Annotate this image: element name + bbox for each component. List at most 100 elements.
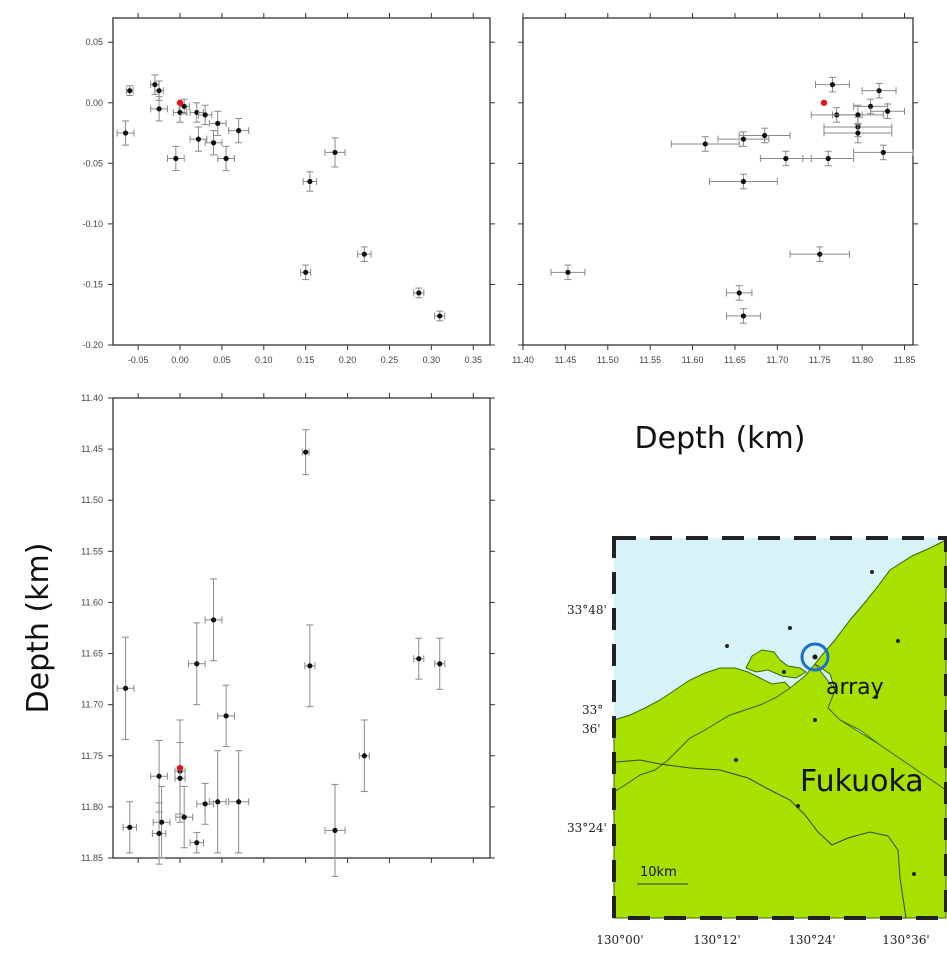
panel-top-left-point-17 bbox=[300, 264, 312, 281]
panel-top-right-x-tick-label-3: 11.55 bbox=[639, 355, 661, 365]
panel-top-left-x-tick-label-0: -0.05 bbox=[128, 355, 149, 365]
array-circle bbox=[800, 642, 830, 672]
panel-top-right-x-tick-label-4: 11.60 bbox=[682, 355, 704, 365]
panel-top-left-x-tick-label-2: 0.05 bbox=[213, 355, 231, 365]
panel-bottom-left-point-20 bbox=[189, 831, 204, 854]
map-lat-label-3: 36' bbox=[582, 722, 601, 736]
panel-bottom-left-y-tick-label-7: 11.75 bbox=[81, 751, 103, 761]
map-stations bbox=[725, 570, 916, 876]
panel-bottom-left-y-tick-label-1: 11.45 bbox=[81, 444, 103, 454]
panel-top-left-point-1 bbox=[116, 120, 135, 146]
panel-top-left-point-20 bbox=[434, 310, 446, 322]
panel-top-right-point-3 bbox=[870, 103, 906, 120]
panel-top-right-x-tick-label-5: 11.65 bbox=[724, 355, 746, 365]
map-scale-label: 10km bbox=[640, 865, 677, 880]
panel-bottom-left-point-8 bbox=[358, 719, 370, 793]
left-y-axis-title: Depth (km) bbox=[21, 543, 56, 714]
panel-bottom-left-frame bbox=[112, 397, 491, 859]
panel-top-left-x-tick-label-6: 0.25 bbox=[381, 355, 399, 365]
panel-top-right-x-tick-label-2: 11.50 bbox=[597, 355, 619, 365]
panel-top-right-point-17 bbox=[725, 285, 753, 301]
panel-bottom-left-point-11 bbox=[174, 741, 186, 815]
panel-top-right-point-16 bbox=[550, 264, 586, 281]
map-lat-label-2: 33° bbox=[582, 703, 603, 717]
panel-top-right-point-1 bbox=[861, 82, 897, 99]
panel-top-left-x-tick-label-1: 0.00 bbox=[171, 355, 189, 365]
panel-bottom-left-point-4 bbox=[413, 637, 425, 680]
panel-top-left: -0.05 0.00 0.05 0.10 0.15 0.20 0.25 0.30 0.35 0.0… bbox=[82, 13, 495, 365]
panel-top-right-point-8 bbox=[738, 127, 791, 144]
panel-top-right-x-tick-label-0: 11.40 bbox=[512, 355, 534, 365]
panel-bottom-left-reference-point bbox=[176, 764, 184, 772]
panel-top-right-x-tick-label-6: 11.70 bbox=[766, 355, 788, 365]
panel-top-left-x-tick-label-7: 0.30 bbox=[423, 355, 441, 365]
panel-bottom-left-point-2 bbox=[187, 622, 206, 706]
panel-bottom-left-point-1 bbox=[204, 578, 223, 662]
map-lon-label-2: 130°12' bbox=[693, 933, 740, 947]
panel-top-left-x-tick-label-4: 0.15 bbox=[297, 355, 315, 365]
panel-top-right-point-10 bbox=[670, 136, 740, 152]
panel-top-left-point-3 bbox=[154, 80, 164, 101]
panel-bottom-left: 11.40 11.45 11.50 11.55 11.60 11.65 11.70 11.75… bbox=[81, 393, 495, 877]
panel-top-right-point-13 bbox=[802, 150, 855, 167]
panel-top-left-point-13 bbox=[166, 145, 185, 172]
panel-top-right-point-15 bbox=[789, 246, 850, 262]
panel-top-right: 11.40 11.45 11.50 11.55 11.60 11.65 11.70 11.75… bbox=[512, 13, 918, 365]
panel-bottom-left-y-tick-label-9: 11.85 bbox=[81, 853, 103, 863]
panel-top-right-point-18 bbox=[725, 308, 761, 324]
panel-top-left-point-10 bbox=[189, 126, 208, 152]
panel-top-left-point-19 bbox=[413, 287, 425, 299]
panel-top-right-point-5 bbox=[831, 104, 884, 126]
panel-top-left-y-tick-label-5: -0.20 bbox=[82, 340, 103, 350]
panel-top-left-x-tick-label-5: 0.20 bbox=[339, 355, 357, 365]
array-center-dot bbox=[812, 654, 818, 660]
panel-top-left-x-tick-label-3: 0.10 bbox=[255, 355, 273, 365]
panel-top-left-point-16 bbox=[302, 171, 318, 192]
panel-top-right-point-9 bbox=[717, 131, 770, 147]
map-peninsula bbox=[745, 649, 807, 679]
panel-top-right-frame bbox=[522, 17, 914, 346]
panel-top-left-point-7 bbox=[189, 102, 204, 123]
map-lat-label-4: 33°24' bbox=[567, 821, 607, 835]
panel-top-left-point-11 bbox=[204, 130, 223, 156]
panel-bottom-left-point-18 bbox=[324, 783, 346, 877]
panel-bottom-left-point-7 bbox=[217, 684, 235, 748]
panel-bottom-left-y-tick-label-8: 11.80 bbox=[81, 802, 103, 812]
panel-top-left-y-tick-label-4: -0.15 bbox=[82, 279, 103, 289]
panel-top-left-point-15 bbox=[324, 137, 346, 168]
map-inset: array Fukuoka 10km 33°48' 33° 36' 33°24'… bbox=[567, 536, 947, 947]
panel-top-left-point-12 bbox=[228, 118, 250, 144]
panel-top-left-point-0 bbox=[125, 85, 134, 97]
map-boundary bbox=[615, 759, 907, 919]
panel-top-left-point-14 bbox=[217, 145, 235, 172]
panel-top-left-frame bbox=[112, 17, 491, 346]
panel-top-right-reference-point bbox=[820, 99, 828, 106]
panel-bottom-left-point-15 bbox=[175, 785, 194, 849]
panel-top-left-y-tick-label-1: 0.00 bbox=[85, 98, 103, 108]
panel-bottom-left-point-14 bbox=[228, 750, 250, 854]
panel-bottom-left-point-0 bbox=[301, 429, 310, 476]
map-lat-label-1: 33°48' bbox=[567, 603, 607, 617]
map-frame bbox=[612, 536, 947, 920]
panel-bottom-left-point-10 bbox=[150, 739, 168, 813]
map-array-label: array bbox=[826, 675, 884, 700]
map-lon-label-3: 130°24' bbox=[788, 933, 835, 947]
panel-top-left-reference-point bbox=[176, 99, 184, 106]
panel-bottom-left-point-16 bbox=[152, 785, 171, 859]
panel-top-left-point-18 bbox=[357, 246, 372, 262]
panel-bottom-left-point-3 bbox=[304, 624, 316, 708]
panel-bottom-left-y-tick-label-5: 11.65 bbox=[81, 649, 103, 659]
right-x-axis-title: Depth (km) bbox=[635, 421, 806, 456]
panel-top-right-point-0 bbox=[815, 76, 850, 93]
panel-top-right-point-14 bbox=[709, 173, 778, 190]
panel-top-right-x-tick-label-7: 11.75 bbox=[809, 355, 831, 365]
panel-bottom-left-point-6 bbox=[116, 636, 135, 740]
panel-top-right-x-tick-label-8: 11.80 bbox=[851, 355, 873, 365]
panel-bottom-left-point-12 bbox=[196, 782, 215, 825]
panel-top-left-point-9 bbox=[208, 110, 227, 136]
panel-bottom-left-y-tick-label-4: 11.60 bbox=[81, 597, 103, 607]
panel-top-right-x-tick-label-1: 11.45 bbox=[554, 355, 576, 365]
map-lon-label-1: 130°00' bbox=[596, 933, 643, 947]
panel-bottom-left-y-tick-label-3: 11.55 bbox=[81, 546, 103, 556]
panel-top-left-x-tick-label-8: 0.35 bbox=[464, 355, 482, 365]
